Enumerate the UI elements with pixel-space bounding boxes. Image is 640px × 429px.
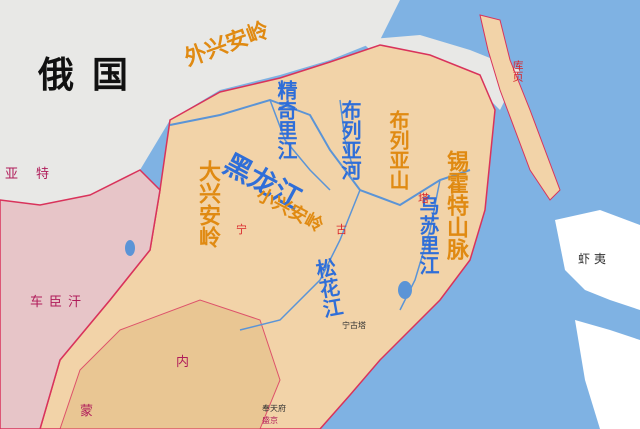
label-gu: 古 <box>336 223 347 236</box>
label-jingqili-river: 精奇里江 <box>274 80 298 160</box>
southern-region <box>59 299 281 429</box>
label-cheche: 车臣汗 <box>30 295 88 310</box>
jingqili-river-line <box>269 99 331 191</box>
label-xiayi: 虾夷 <box>578 252 611 266</box>
songhua-river-line <box>239 189 361 331</box>
label-russia: 俄国 <box>38 55 147 96</box>
southern-island <box>575 320 640 429</box>
kuye-island <box>479 14 561 201</box>
label-wusuli-river: 乌苏里江 <box>416 195 440 275</box>
label-ningguta: 宁古塔 <box>342 321 366 330</box>
label-nei: 内 <box>176 355 190 370</box>
label-buliya-river: 布列亚河 <box>338 100 362 180</box>
lake-hulun <box>125 240 135 256</box>
label-da-xingan: 大兴安岭 <box>195 160 220 248</box>
label-ning: 宁 <box>236 223 247 236</box>
label-meng: 蒙 <box>80 404 94 419</box>
label-fengtian: 奉天府 <box>262 404 286 413</box>
lake-xingkai <box>398 281 412 299</box>
label-yate: 亚特 <box>5 167 68 182</box>
mongol-region <box>0 169 161 429</box>
russia-land <box>0 0 400 205</box>
label-kuye: 库页 <box>511 60 524 82</box>
buliya-river-line <box>339 99 356 176</box>
label-shengjing: 盛京 <box>262 416 278 425</box>
heilong-river-line <box>169 98 471 207</box>
xiayi-island <box>555 210 640 310</box>
label-sikhote-alin: 锡霍特山脉 <box>443 150 468 260</box>
label-ta: 塔 <box>418 192 429 205</box>
label-buliya-mountains: 布列亚山 <box>386 110 410 190</box>
